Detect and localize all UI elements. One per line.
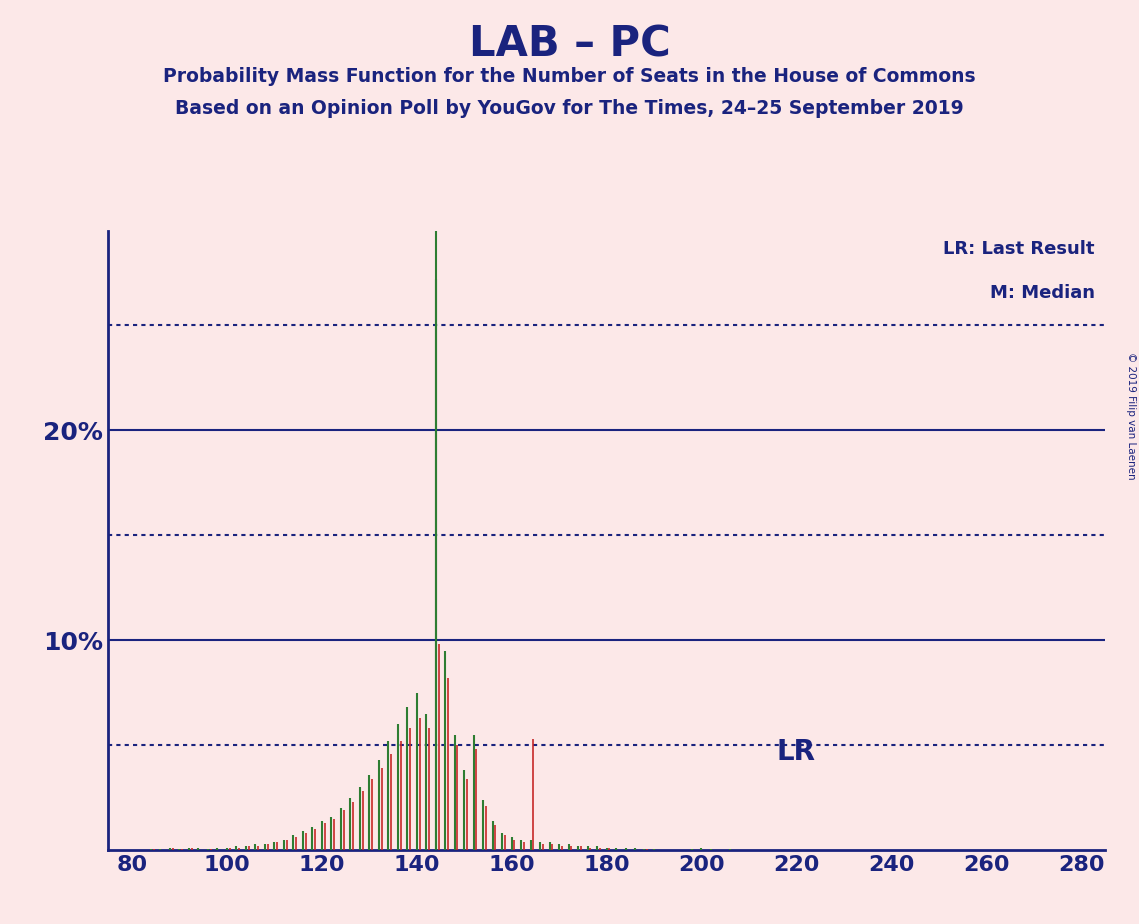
Text: LAB – PC: LAB – PC [468, 23, 671, 65]
Text: M: Median: M: Median [990, 284, 1095, 301]
Text: LR: Last Result: LR: Last Result [943, 240, 1095, 259]
Text: LR: LR [777, 738, 816, 766]
Text: Probability Mass Function for the Number of Seats in the House of Commons: Probability Mass Function for the Number… [163, 67, 976, 86]
Text: © 2019 Filip van Laenen: © 2019 Filip van Laenen [1126, 352, 1136, 480]
Text: Based on an Opinion Poll by YouGov for The Times, 24–25 September 2019: Based on an Opinion Poll by YouGov for T… [175, 99, 964, 118]
